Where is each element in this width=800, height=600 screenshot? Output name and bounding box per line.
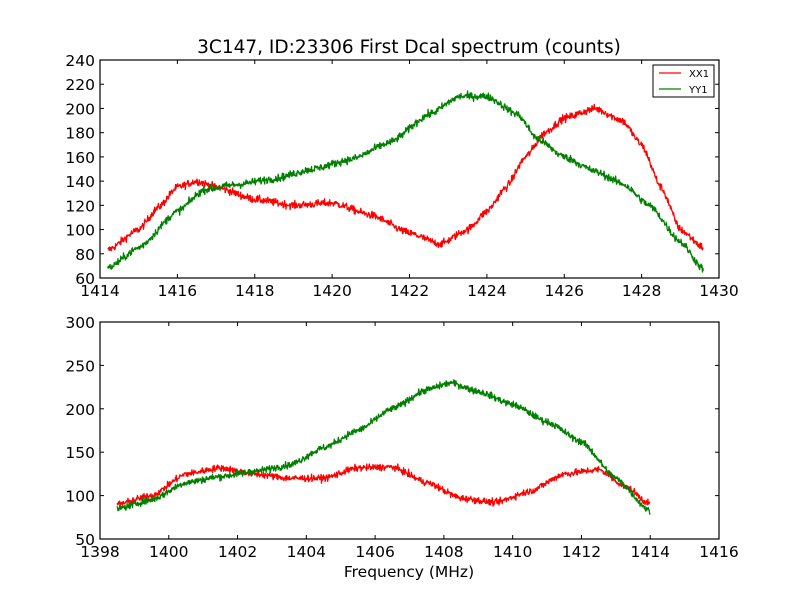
bottom-ytick-label: 50 — [75, 531, 95, 549]
top-series-yy1 — [107, 90, 705, 273]
top-ytick-label: 200 — [65, 100, 95, 118]
top-ytick-label: 220 — [65, 76, 95, 94]
bottom-xtick-label: 1408 — [424, 543, 463, 561]
bottom-xtick-label: 1406 — [355, 543, 394, 561]
bottom-ytick-label: 100 — [65, 488, 95, 506]
top-xtick-label: 1416 — [158, 282, 197, 300]
bottom-xtick-label: 1416 — [699, 543, 738, 561]
chart-title: 3C147, ID:23306 First Dcal spectrum (cou… — [197, 37, 621, 58]
top-series-lines — [107, 90, 705, 273]
top-xtick-label: 1424 — [467, 282, 506, 300]
bottom-xtick-label: 1398 — [80, 543, 119, 561]
x-axis-label: Frequency (MHz) — [344, 563, 474, 581]
top-xtick-label: 1428 — [622, 282, 661, 300]
top-plot-area — [100, 60, 719, 278]
top-ytick-label: 240 — [65, 52, 95, 70]
top-xtick-label: 1430 — [699, 282, 738, 300]
top-ytick-label: 100 — [65, 222, 95, 240]
bottom-series-xx1 — [116, 463, 651, 507]
top-axes: 1414 1416 1418 1420 1422 1424 1426 1428 1430 60 80… — [65, 52, 738, 300]
bottom-ytick-label: 200 — [65, 401, 95, 419]
bottom-xtick-label: 1404 — [287, 543, 326, 561]
bottom-xtick-label: 1412 — [562, 543, 601, 561]
bottom-ytick-label: 150 — [65, 444, 95, 462]
legend-box — [652, 64, 715, 98]
bottom-xtick-label: 1402 — [218, 543, 257, 561]
bottom-ytick-label: 300 — [65, 314, 95, 332]
bottom-series-yy1 — [116, 379, 651, 515]
top-xtick-label: 1422 — [390, 282, 429, 300]
top-xtick-label: 1426 — [545, 282, 584, 300]
top-xtick-label: 1420 — [312, 282, 351, 300]
bottom-plot-area — [100, 322, 719, 539]
top-ytick-label: 60 — [75, 270, 95, 288]
bottom-axes: 1398 1400 1402 1404 1406 1408 1410 1412 1414 1416… — [65, 314, 738, 561]
top-ticks: 1414 1416 1418 1420 1422 1424 1426 1428 1430 60 80… — [65, 52, 738, 300]
top-ytick-label: 80 — [75, 246, 95, 264]
top-xtick-label: 1414 — [80, 282, 119, 300]
bottom-ytick-label: 250 — [65, 357, 95, 375]
bottom-xtick-label: 1410 — [493, 543, 532, 561]
legend-label-yy1: YY1 — [688, 85, 708, 96]
legend: XX1 YY1 — [652, 64, 715, 98]
top-ytick-label: 140 — [65, 173, 95, 191]
top-ytick-label: 180 — [65, 125, 95, 143]
top-axes-frame — [99, 59, 720, 279]
top-series-xx1 — [107, 103, 704, 252]
bottom-xtick-label: 1400 — [149, 543, 188, 561]
bottom-axes-frame — [99, 321, 720, 540]
bottom-series-lines — [116, 379, 651, 515]
top-ytick-label: 120 — [65, 197, 95, 215]
bottom-xtick-label: 1414 — [630, 543, 669, 561]
top-ytick-label: 160 — [65, 149, 95, 167]
legend-label-xx1: XX1 — [689, 69, 709, 80]
top-xtick-label: 1418 — [235, 282, 274, 300]
